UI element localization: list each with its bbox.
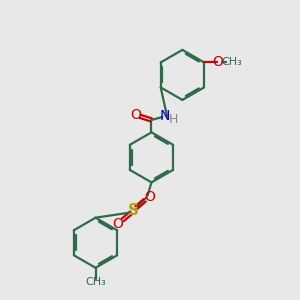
Text: O: O (112, 217, 123, 231)
Text: CH₃: CH₃ (221, 57, 242, 68)
Text: O: O (212, 56, 223, 69)
Text: H: H (168, 113, 178, 127)
Text: CH₃: CH₃ (85, 277, 106, 286)
Text: O: O (144, 190, 155, 203)
Text: N: N (160, 110, 170, 123)
Text: S: S (128, 202, 139, 217)
Text: O: O (130, 108, 141, 122)
